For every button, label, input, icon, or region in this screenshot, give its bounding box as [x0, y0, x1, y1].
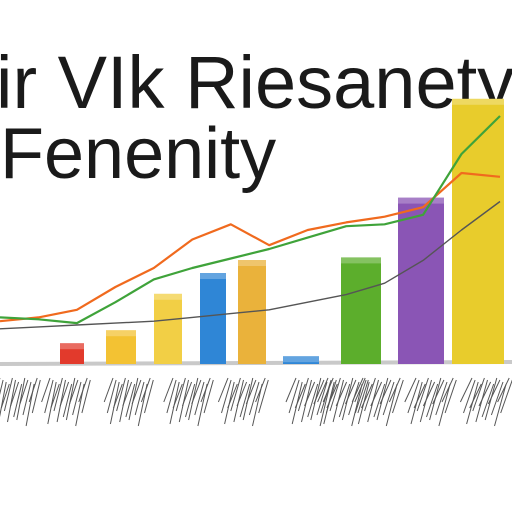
bar-highlight-1: [60, 343, 84, 350]
tick-label-7: [317, 377, 369, 427]
tick-label-8: [351, 377, 404, 427]
bar-highlight-7: [341, 257, 381, 264]
bar-highlight-2: [106, 330, 136, 337]
chart-title-line-1: ir VIk Riesanety: [0, 41, 512, 124]
line-group: [0, 115, 501, 330]
bar-6: [283, 356, 319, 364]
chart-title-line-2: Fenenity: [0, 114, 276, 194]
bar-2: [106, 330, 136, 364]
bar-1: [60, 343, 84, 364]
tick-label-6: [285, 377, 337, 427]
chart-title: ir VIk Riesanety Fenenity: [0, 41, 512, 194]
bar-highlight-6: [283, 356, 319, 363]
bar-highlight-4: [200, 273, 226, 279]
bar-highlight-8: [398, 197, 444, 204]
bar-3: [154, 293, 182, 364]
series-line-2: [0, 115, 501, 325]
tick-label-3: [103, 377, 154, 427]
tick-label-1: [0, 377, 41, 427]
tick-label-4: [163, 377, 214, 427]
series-line-3: [0, 200, 501, 330]
tick-label-10: [459, 377, 512, 427]
bar-8: [398, 197, 444, 364]
tick-label-9: [404, 377, 457, 427]
tick-label-5: [217, 377, 269, 427]
bar-7: [341, 257, 381, 364]
bar-highlight-3: [154, 293, 182, 300]
series-line-1: [0, 171, 501, 323]
bar-highlight-9: [452, 98, 504, 105]
tick-label-2: [41, 377, 91, 427]
bar-4: [200, 273, 226, 364]
bar-highlight-5: [238, 260, 266, 266]
x-tick-labels: [0, 377, 512, 427]
